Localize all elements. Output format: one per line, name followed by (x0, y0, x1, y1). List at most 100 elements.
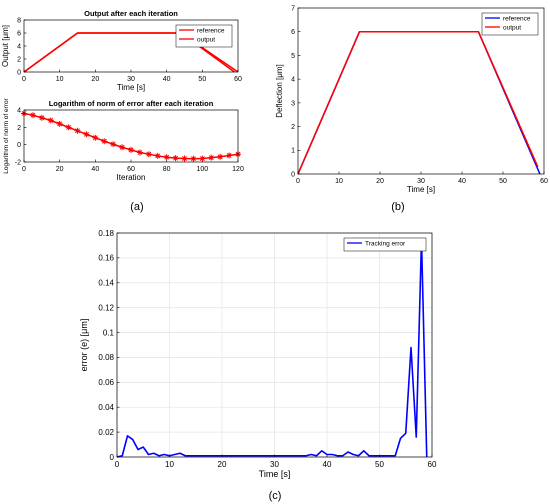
data-point-marker (101, 138, 108, 145)
x-tick-label: 40 (323, 460, 332, 469)
y-tick-label: 2 (17, 125, 21, 132)
plot-area-a_bottom (24, 110, 238, 162)
x-tick-label: 20 (218, 460, 227, 469)
y-tick-label: -2 (15, 159, 21, 166)
y-axis-label: Deflection [μm] (275, 64, 284, 118)
x-tick-label: 0 (22, 166, 26, 173)
legend-label: reference (503, 16, 531, 23)
data-point-marker (190, 155, 197, 162)
x-tick-label: 20 (91, 76, 99, 83)
x-tick-label: 50 (499, 178, 507, 185)
legend-label: Tracking error (365, 241, 406, 248)
y-tick-label: 3 (291, 100, 295, 107)
data-point-marker (83, 131, 90, 138)
y-tick-label: 0.06 (98, 378, 114, 387)
data-point-marker (199, 155, 206, 162)
x-tick-label: 80 (163, 166, 171, 173)
legend-label: output (197, 37, 215, 44)
data-point-marker (181, 155, 188, 162)
data-point-marker (128, 146, 134, 153)
plot-frame-c (116, 232, 433, 458)
x-tick-label: 20 (56, 166, 64, 173)
data-point-marker (226, 152, 233, 159)
chart-title: Output after each iteration (84, 9, 178, 18)
y-tick-label: 2 (17, 56, 21, 63)
data-point-marker (47, 117, 54, 124)
plot-frame-a_top (23, 19, 239, 73)
x-tick-label: 60 (540, 178, 548, 185)
y-tick-label: 0.08 (98, 353, 114, 362)
legend-label: output (503, 25, 521, 32)
panel-label-c: (c) (269, 490, 282, 502)
y-tick-label: 0.16 (98, 254, 114, 263)
y-tick-label: 2 (291, 124, 295, 131)
y-tick-label: 0.12 (98, 303, 114, 312)
x-tick-label: 10 (165, 460, 174, 469)
x-tick-label: 30 (417, 178, 425, 185)
data-point-marker (154, 152, 161, 159)
legend-box-c (343, 237, 427, 252)
x-tick-label: 30 (127, 76, 135, 83)
x-axis-label: Iteration (117, 173, 146, 182)
series-line-c-0 (116, 238, 428, 458)
x-tick-label: 60 (234, 76, 242, 83)
y-tick-label: 0 (291, 171, 295, 178)
x-tick-label: 120 (232, 166, 244, 173)
y-tick-label: 0.1 (103, 328, 115, 337)
y-tick-label: 1 (291, 148, 295, 155)
y-tick-label: 6 (291, 29, 295, 36)
y-tick-label: 0.18 (98, 229, 114, 238)
panel-label-a: (a) (130, 201, 143, 213)
x-tick-label: 100 (196, 166, 208, 173)
data-point-marker (145, 151, 152, 158)
y-tick-label: 8 (17, 17, 21, 24)
y-tick-label: 5 (291, 53, 295, 60)
x-axis-label: Time [s] (117, 83, 145, 92)
x-axis-label: Time [s] (407, 185, 435, 194)
data-point-marker (38, 114, 45, 121)
y-tick-label: 0 (17, 142, 21, 149)
y-tick-label: 0.14 (98, 279, 114, 288)
data-point-marker (29, 112, 36, 119)
x-tick-label: 50 (198, 76, 206, 83)
y-tick-label: 6 (17, 30, 21, 37)
y-tick-label: 0 (17, 69, 21, 76)
plot-frame-a_bottom (23, 109, 239, 163)
data-point-marker (172, 155, 179, 162)
data-point-marker (65, 124, 72, 131)
data-point-marker (110, 141, 117, 148)
x-tick-label: 0 (115, 460, 120, 469)
data-point-marker (208, 154, 215, 161)
data-point-marker (119, 144, 126, 151)
x-tick-label: 20 (376, 178, 384, 185)
data-point-marker (92, 134, 99, 141)
x-tick-label: 60 (428, 460, 437, 469)
x-tick-label: 40 (458, 178, 466, 185)
x-tick-label: 0 (296, 178, 300, 185)
legend-label: reference (197, 28, 225, 35)
x-tick-label: 40 (163, 76, 171, 83)
y-tick-label: 4 (17, 43, 21, 50)
panel-label-b: (b) (391, 201, 404, 213)
data-point-marker (56, 120, 63, 127)
data-point-marker (136, 149, 143, 156)
x-tick-label: 10 (56, 76, 64, 83)
y-tick-label: 7 (291, 5, 295, 12)
x-tick-label: 50 (375, 460, 384, 469)
data-point-marker (217, 153, 224, 160)
x-tick-label: 40 (91, 166, 99, 173)
x-tick-label: 0 (22, 76, 26, 83)
data-point-marker (74, 127, 81, 134)
x-axis-label: Time [s] (259, 469, 291, 479)
data-point-marker (163, 154, 170, 161)
x-tick-label: 10 (335, 178, 343, 185)
x-tick-label: 30 (270, 460, 279, 469)
x-tick-label: 60 (127, 166, 135, 173)
plot-frame-b (297, 7, 545, 175)
y-axis-label: Logarithm of norm of error (3, 97, 10, 173)
series-line-b-1 (297, 30, 539, 175)
y-axis-label: Output [μm] (1, 25, 10, 67)
y-tick-label: 4 (291, 77, 295, 84)
chart-title: Logarithm of norm of error after each it… (49, 99, 214, 108)
